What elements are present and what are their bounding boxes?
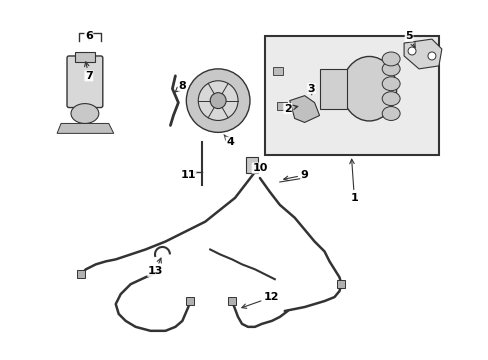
Bar [75,52,95,62]
Text: 3: 3 [307,84,315,95]
Polygon shape [403,39,441,69]
Text: 11: 11 [180,170,197,180]
Ellipse shape [71,104,99,123]
Text: 8: 8 [175,81,186,92]
Ellipse shape [382,77,399,91]
Bar [245,157,257,173]
Ellipse shape [382,52,399,66]
Text: 4: 4 [224,135,234,147]
Circle shape [427,52,435,60]
Circle shape [407,47,415,55]
Bar [272,67,282,75]
Ellipse shape [382,107,399,121]
Text: 12: 12 [242,292,279,308]
Bar [186,297,194,305]
Polygon shape [57,123,114,133]
Bar [337,280,345,288]
Bar [264,36,438,155]
Text: 1: 1 [349,159,358,203]
Text: 5: 5 [405,31,414,48]
Bar [319,69,346,109]
Ellipse shape [341,57,396,121]
Bar [276,102,286,109]
FancyBboxPatch shape [67,56,102,108]
Bar [77,270,85,278]
Text: 9: 9 [283,170,308,180]
Text: 13: 13 [147,258,163,276]
Text: 10: 10 [252,163,267,173]
Circle shape [198,81,238,121]
Ellipse shape [382,92,399,105]
Text: 6: 6 [85,31,93,41]
Circle shape [210,93,225,109]
Circle shape [186,69,249,132]
Bar [227,297,236,305]
Polygon shape [289,96,319,122]
Text: 2: 2 [284,104,297,113]
Text: 7: 7 [84,62,93,81]
Ellipse shape [382,62,399,76]
